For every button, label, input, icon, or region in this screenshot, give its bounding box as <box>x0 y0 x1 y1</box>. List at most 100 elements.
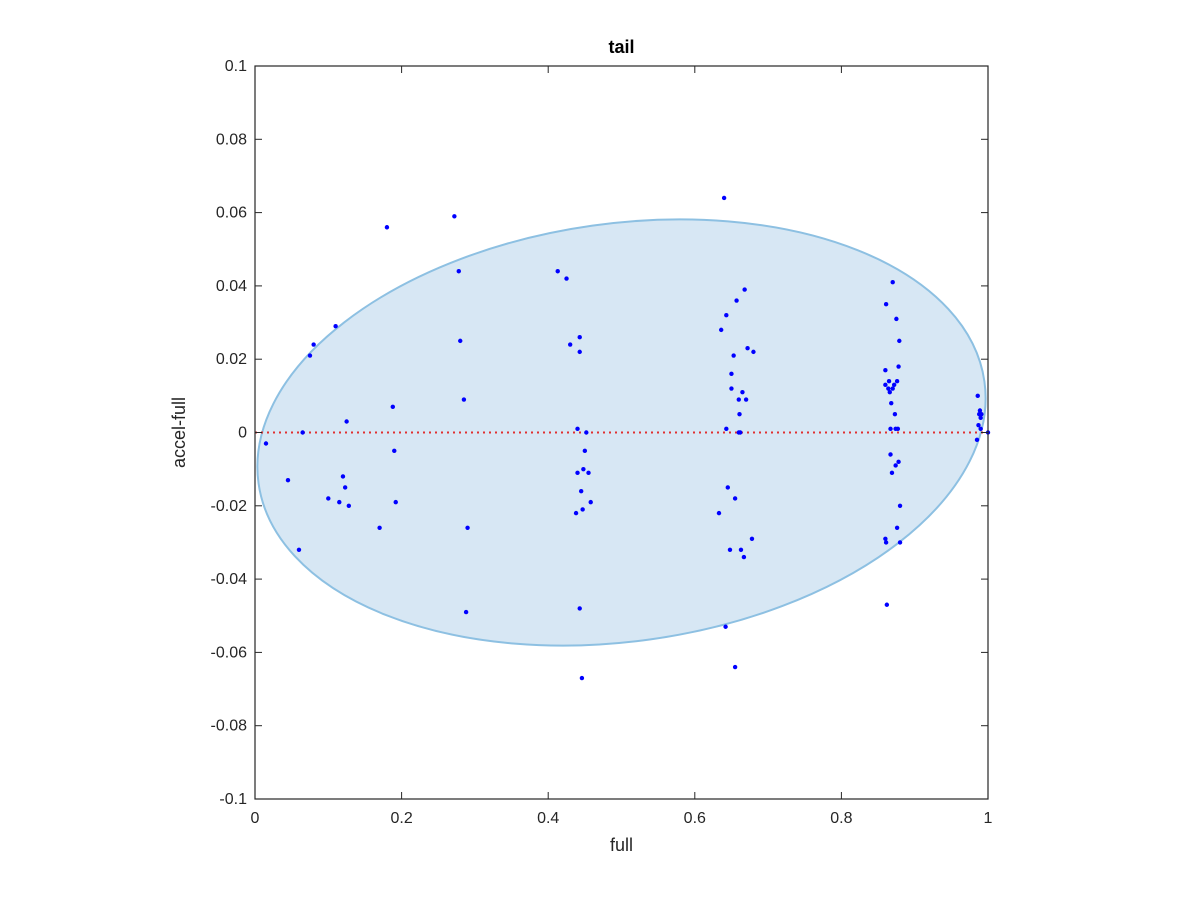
data-point <box>337 499 342 505</box>
data-point <box>724 426 729 432</box>
data-point <box>577 335 582 340</box>
data-point <box>888 426 893 432</box>
data-point <box>588 499 593 505</box>
x-tick-label: 0 <box>251 810 260 827</box>
data-point <box>564 276 569 281</box>
data-point <box>573 510 579 516</box>
data-point <box>889 400 894 406</box>
data-point <box>886 386 891 391</box>
x-tick-label: 0.2 <box>390 810 412 827</box>
data-point <box>883 302 889 307</box>
data-point <box>890 280 895 285</box>
data-point <box>889 470 895 476</box>
y-tick-label: 0 <box>238 425 247 442</box>
data-point <box>729 386 734 391</box>
data-point <box>582 448 588 454</box>
data-point <box>458 338 463 344</box>
data-point <box>344 419 349 424</box>
data-point <box>577 606 582 611</box>
data-point <box>732 496 738 501</box>
data-point <box>738 547 744 552</box>
data-point <box>891 382 897 388</box>
data-point <box>897 338 902 344</box>
data-point <box>392 448 397 454</box>
data-point <box>890 386 895 391</box>
y-tick-label: 0.06 <box>216 205 247 222</box>
data-point <box>737 411 742 417</box>
data-point <box>745 346 750 351</box>
data-point <box>311 342 316 347</box>
y-tick-label: 0.04 <box>216 278 247 295</box>
data-point <box>895 426 901 432</box>
x-axis-label: full <box>610 835 633 855</box>
data-point <box>296 547 302 552</box>
data-point <box>346 503 352 508</box>
y-axis-label: accel-full <box>169 397 189 468</box>
data-point <box>897 503 903 508</box>
y-tick-label: 0.08 <box>216 131 247 148</box>
data-point <box>894 378 900 384</box>
data-point <box>723 624 728 629</box>
chart-title: tail <box>608 37 634 57</box>
data-point <box>729 371 734 377</box>
data-point <box>736 397 741 402</box>
data-point <box>892 411 898 417</box>
data-point <box>888 452 893 457</box>
data-point <box>461 397 467 402</box>
data-point <box>716 510 722 516</box>
y-tick-label: -0.08 <box>211 718 248 735</box>
data-point <box>893 463 898 468</box>
y-tick-label: 0.1 <box>225 58 247 75</box>
data-point <box>977 408 983 413</box>
data-point <box>725 485 730 490</box>
data-point <box>896 459 901 465</box>
x-tick-label: 1 <box>984 810 993 827</box>
data-point <box>575 426 580 432</box>
data-point <box>721 195 727 201</box>
y-tick-label: -0.1 <box>219 791 247 808</box>
data-point <box>896 364 901 369</box>
data-point <box>586 470 591 476</box>
data-point <box>584 430 589 435</box>
data-point <box>884 602 890 607</box>
data-point <box>285 477 291 483</box>
data-point <box>979 411 984 417</box>
data-point <box>974 437 980 443</box>
data-point <box>456 269 461 274</box>
data-point <box>883 536 888 541</box>
data-point <box>734 298 739 303</box>
y-tick-label: -0.02 <box>211 498 248 515</box>
data-point <box>742 287 747 292</box>
y-tick-label: -0.06 <box>211 644 248 661</box>
data-point <box>975 393 980 399</box>
data-point <box>577 349 582 355</box>
data-point <box>883 382 888 388</box>
data-point <box>883 367 888 373</box>
data-point <box>580 507 585 512</box>
data-point <box>452 214 457 219</box>
data-point <box>743 397 749 402</box>
data-point <box>342 485 348 490</box>
data-point <box>384 225 390 230</box>
x-tick-label: 0.6 <box>684 810 706 827</box>
data-point <box>978 415 983 421</box>
data-point <box>749 536 755 541</box>
data-point <box>894 525 900 530</box>
data-point <box>326 496 331 501</box>
data-point <box>333 324 338 329</box>
data-point <box>886 378 892 384</box>
data-point <box>555 269 560 274</box>
data-point <box>390 404 396 410</box>
data-point <box>976 422 981 428</box>
x-tick-label: 0.4 <box>537 810 559 827</box>
data-point <box>883 540 889 545</box>
data-point <box>732 664 738 670</box>
data-point <box>300 430 305 435</box>
data-point <box>463 609 469 615</box>
data-point <box>738 430 743 435</box>
data-point <box>724 313 729 318</box>
data-point <box>263 441 269 446</box>
y-tick-label: 0.02 <box>216 351 247 368</box>
data-point <box>465 525 470 530</box>
